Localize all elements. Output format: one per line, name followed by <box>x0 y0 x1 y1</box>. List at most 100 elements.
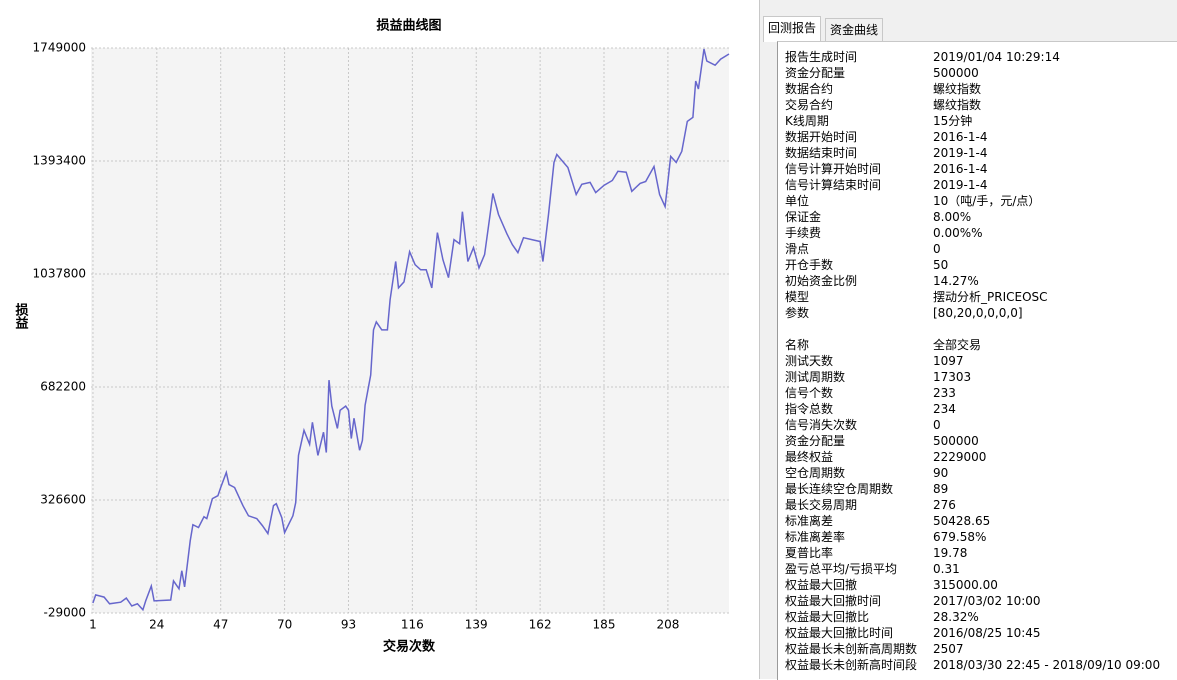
row-label: 数据结束时间 <box>785 146 858 160</box>
row-value: 全部交易 <box>933 338 982 352</box>
tab[interactable]: 资金曲线 <box>825 18 884 41</box>
row-label: 信号计算结束时间 <box>785 178 882 192</box>
row-label: 最终权益 <box>785 450 834 464</box>
row-value: 276 <box>933 498 956 512</box>
row-label: 标准离差 <box>785 514 834 528</box>
report-table: 报告生成时间 2019/01/04 10:29:14 资金分配量 500000 数据合约… <box>777 41 1177 680</box>
row-value: [80,20,0,0,0,0] <box>933 306 1023 320</box>
report-row: 标准离差率 679.58% <box>778 529 1177 545</box>
report-row: 信号计算结束时间 2019-1-4 <box>778 177 1177 193</box>
report-row: 空仓周期数 90 <box>778 465 1177 481</box>
row-value: 0 <box>933 418 941 432</box>
row-value: 2019/01/04 10:29:14 <box>933 50 1060 64</box>
report-row: 最终权益 2229000 <box>778 449 1177 465</box>
row-label: 初始资金比例 <box>785 274 858 288</box>
row-label: 指令总数 <box>785 402 834 416</box>
row-label: 权益最长未创新高时间段 <box>785 658 918 672</box>
row-value: 28.32% <box>933 610 979 624</box>
x-tick-label: 47 <box>213 618 228 632</box>
row-label: 单位 <box>785 194 810 208</box>
row-value: 1097 <box>933 354 964 368</box>
row-value: 19.78 <box>933 546 968 560</box>
row-label: 最长交易周期 <box>785 498 858 512</box>
report-row: 信号计算开始时间 2016-1-4 <box>778 161 1177 177</box>
row-value: 2016-1-4 <box>933 162 988 176</box>
row-label: 开仓手数 <box>785 258 834 272</box>
row-value: 2229000 <box>933 450 987 464</box>
row-value: 2019-1-4 <box>933 146 988 160</box>
x-tick-label: 93 <box>341 618 356 632</box>
y-tick-label: 326600 <box>40 493 86 507</box>
row-label: 名称 <box>785 338 810 352</box>
report-row: 测试周期数 17303 <box>778 369 1177 385</box>
report-row: 夏普比率 19.78 <box>778 545 1177 561</box>
x-tick-label: 162 <box>529 618 552 632</box>
row-value: 14.27% <box>933 274 979 288</box>
x-tick-label: 139 <box>465 618 488 632</box>
row-label: 盈亏总平均/亏损平均 <box>785 562 898 576</box>
row-label: K线周期 <box>785 114 829 128</box>
y-tick-label: 682200 <box>40 380 86 394</box>
row-label: 数据合约 <box>785 82 834 96</box>
row-label: 空仓周期数 <box>785 466 846 480</box>
row-label: 报告生成时间 <box>785 50 858 64</box>
row-value: 17303 <box>933 370 972 384</box>
row-value: 2016-1-4 <box>933 130 988 144</box>
report-row: 权益最大回撤时间 2017/03/02 10:00 <box>778 593 1177 609</box>
row-value: 2019-1-4 <box>933 178 988 192</box>
report-row: 交易合约 螺纹指数 <box>778 97 1177 113</box>
report-row: 保证金 8.00% <box>778 209 1177 225</box>
row-label: 数据开始时间 <box>785 130 858 144</box>
row-label: 标准离差率 <box>785 530 846 544</box>
row-value: 2017/03/02 10:00 <box>933 594 1041 608</box>
report-row: 数据结束时间 2019-1-4 <box>778 145 1177 161</box>
plot-area <box>91 48 729 613</box>
report-row: 名称 全部交易 <box>778 337 1177 353</box>
row-label: 滑点 <box>785 242 810 256</box>
row-label: 信号消失次数 <box>785 418 858 432</box>
report-row: 手续费 0.00%% <box>778 225 1177 241</box>
report-row: 参数 [80,20,0,0,0,0] <box>778 305 1177 321</box>
row-value: 233 <box>933 386 956 400</box>
y-tick-label: 1393400 <box>33 154 86 168</box>
row-label: 权益最大回撤时间 <box>785 594 882 608</box>
row-value: 螺纹指数 <box>933 98 982 112</box>
row-label: 测试周期数 <box>785 370 846 384</box>
row-label: 信号个数 <box>785 386 834 400</box>
report-row: 指令总数 234 <box>778 401 1177 417</box>
row-value: 315000.00 <box>933 578 998 592</box>
report-panel: 回测报告 资金曲线 报告生成时间 2019/01/04 10:29:14 资金分配量 5… <box>759 0 1177 680</box>
x-tick-label: 70 <box>277 618 292 632</box>
row-value: 234 <box>933 402 956 416</box>
report-row: 最长交易周期 276 <box>778 497 1177 513</box>
report-row: 权益最大回撤比时间 2016/08/25 10:45 <box>778 625 1177 641</box>
report-row: 数据开始时间 2016-1-4 <box>778 129 1177 145</box>
row-label: 资金分配量 <box>785 434 846 448</box>
report-row: 数据合约 螺纹指数 <box>778 81 1177 97</box>
tab[interactable]: 回测报告 <box>763 16 822 42</box>
row-label: 信号计算开始时间 <box>785 162 882 176</box>
chart-title: 损益曲线图 <box>376 18 441 34</box>
report-row: 滑点 0 <box>778 241 1177 257</box>
report-row: 盈亏总平均/亏损平均 0.31 <box>778 561 1177 577</box>
row-value: 螺纹指数 <box>933 82 982 96</box>
report-row: 信号消失次数 0 <box>778 417 1177 433</box>
row-value: 2507 <box>933 642 964 656</box>
report-row: 权益最长未创新高时间段 2018/03/30 22:45 - 2018/09/10… <box>778 657 1177 673</box>
row-value: 15分钟 <box>933 114 973 128</box>
report-row: 报告生成时间 2019/01/04 10:29:14 <box>778 49 1177 65</box>
report-row: 权益最长未创新高周期数 2507 <box>778 641 1177 657</box>
row-label: 手续费 <box>785 226 822 240</box>
row-value: 0 <box>933 242 941 256</box>
row-value: 89 <box>933 482 949 496</box>
report-row: 信号个数 233 <box>778 385 1177 401</box>
report-row: 测试天数 1097 <box>778 353 1177 369</box>
row-label: 夏普比率 <box>785 546 834 560</box>
row-label: 权益最大回撤比 <box>785 610 870 624</box>
row-label: 保证金 <box>785 210 822 224</box>
row-label: 交易合约 <box>785 98 834 112</box>
y-axis-label: 损益 <box>13 302 29 330</box>
report-row: 权益最大回撤比 28.32% <box>778 609 1177 625</box>
report-row: 标准离差 50428.65 <box>778 513 1177 529</box>
